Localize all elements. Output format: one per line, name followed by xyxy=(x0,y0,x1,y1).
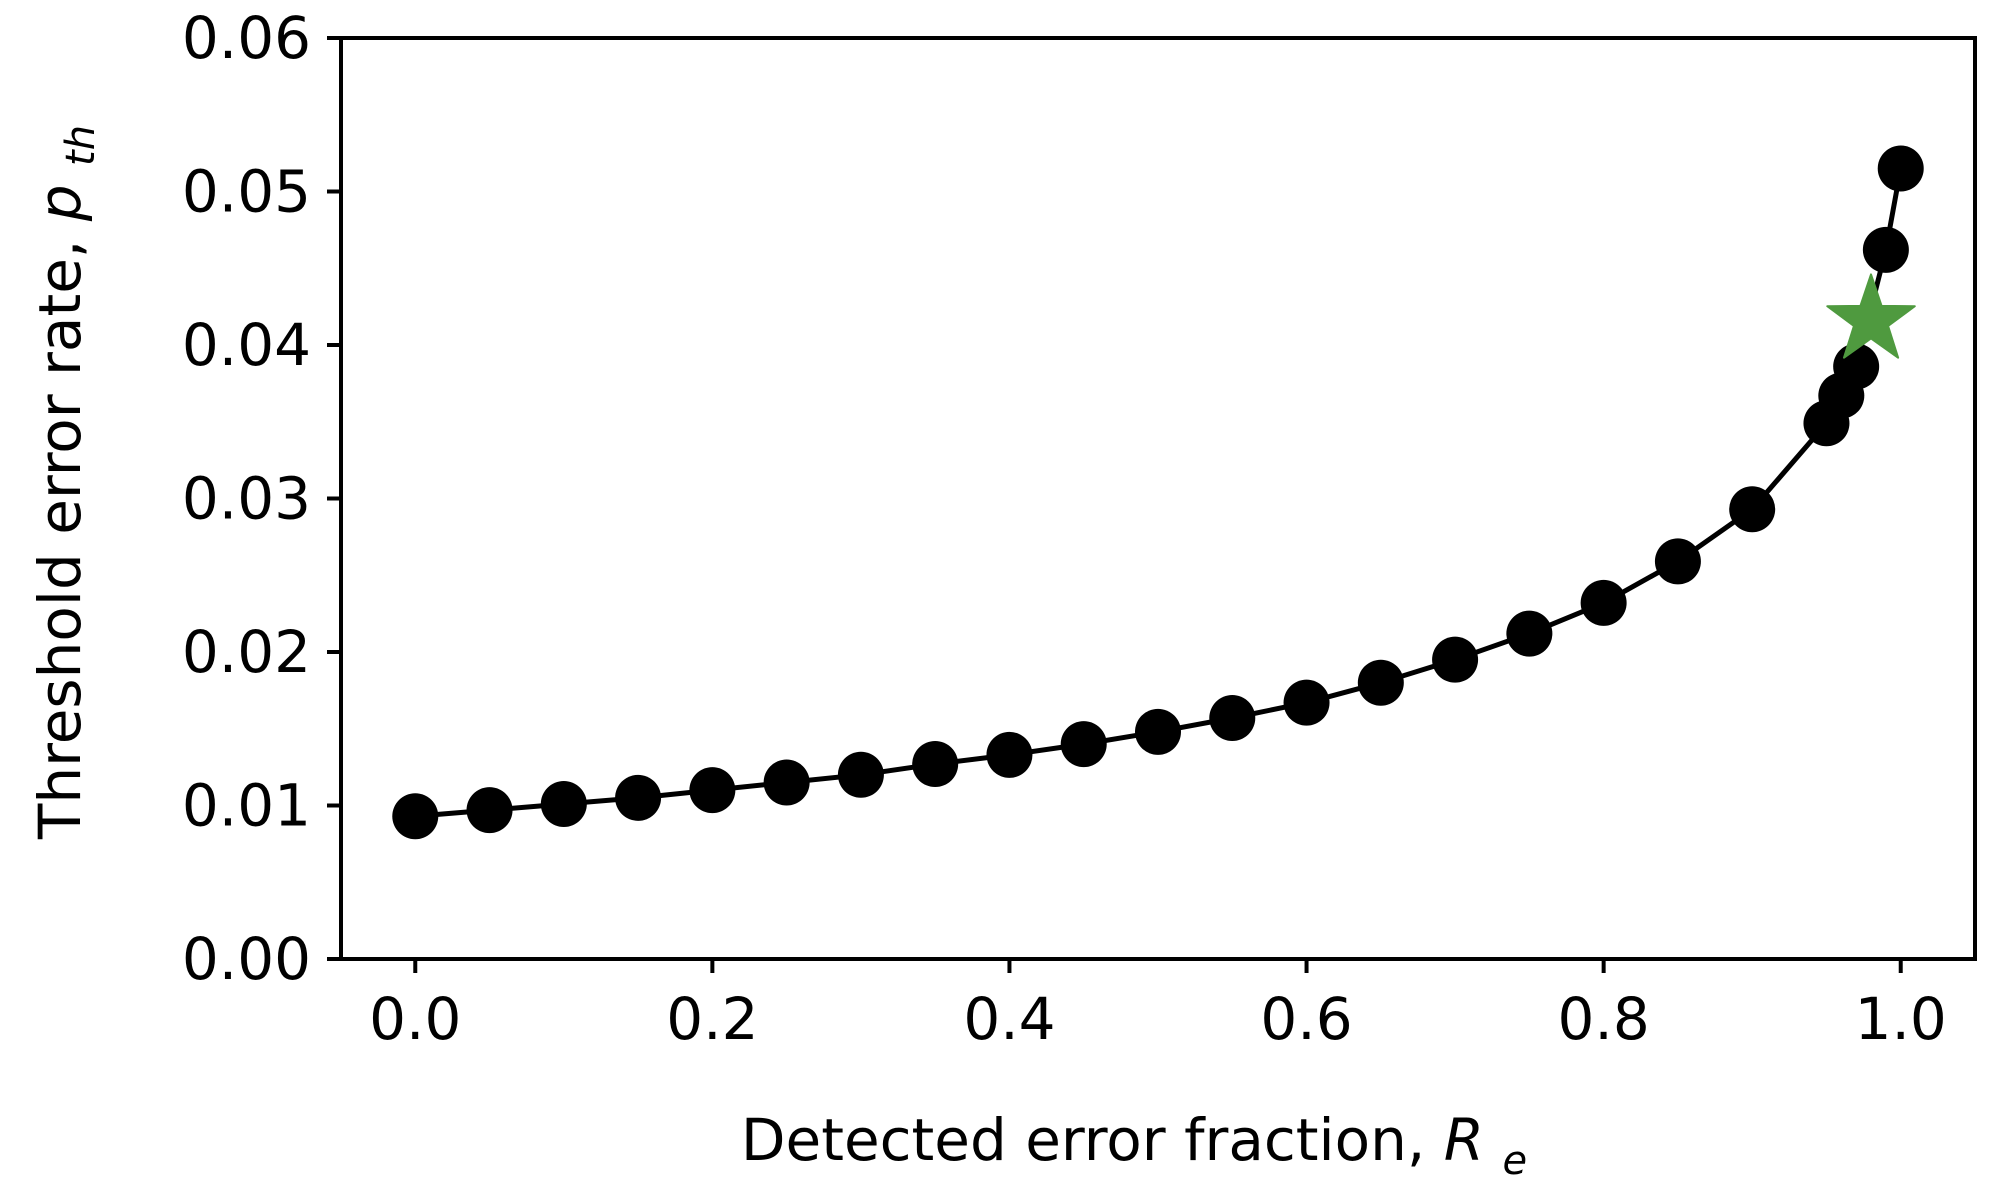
x-axis-title-text: Detected error fraction, xyxy=(741,1106,1444,1174)
data-point xyxy=(763,759,810,806)
x-tick-label: 0.6 xyxy=(1260,985,1352,1053)
y-tick-label: 0.02 xyxy=(182,618,311,686)
data-point xyxy=(689,767,736,814)
y-axis-title: Threshold error rate, p th xyxy=(26,125,104,840)
axes-layer: 0.0 0.2 0.4 0.6 0.8 1.0 0.00 0.01 0.02 0.03 0.04 0.… xyxy=(182,4,1977,1053)
data-layer xyxy=(392,145,1924,840)
x-tick-label: 0.2 xyxy=(666,985,758,1053)
data-point xyxy=(1357,659,1404,706)
y-tick-label: 0.04 xyxy=(182,311,311,379)
x-axis-title-subscript: e xyxy=(1503,1138,1528,1184)
plot-frame xyxy=(339,36,1977,961)
data-point xyxy=(1833,343,1880,390)
data-point xyxy=(1654,538,1701,585)
data-point xyxy=(466,787,513,834)
data-point xyxy=(1506,610,1553,657)
data-point xyxy=(1060,721,1107,768)
y-axis-title-text: Threshold error rate, xyxy=(26,221,94,840)
x-tick-label: 0.8 xyxy=(1558,985,1650,1053)
x-axis-title: Detected error fraction, R e xyxy=(741,1106,1527,1184)
data-point xyxy=(1877,145,1924,192)
data-point xyxy=(1209,695,1256,742)
highlight-star-marker xyxy=(1826,273,1916,359)
data-point xyxy=(1283,679,1330,726)
data-point xyxy=(837,751,884,798)
data-point xyxy=(1432,636,1479,683)
x-axis-title-symbol: R xyxy=(1444,1106,1484,1174)
data-point xyxy=(392,793,439,840)
y-tick-label: 0.06 xyxy=(182,4,311,72)
y-axis-title-symbol: p xyxy=(26,184,94,222)
y-tick-label: 0.05 xyxy=(182,158,311,226)
x-tick-label: 1.0 xyxy=(1855,985,1947,1053)
data-point xyxy=(540,780,587,827)
data-point xyxy=(1135,708,1181,755)
y-tick-label: 0.00 xyxy=(182,925,311,993)
y-tick-label: 0.03 xyxy=(182,465,311,533)
data-point xyxy=(615,774,662,821)
data-point xyxy=(986,731,1033,778)
data-point xyxy=(1580,579,1627,626)
data-point xyxy=(912,741,959,788)
data-point xyxy=(1862,226,1909,273)
x-tick-label: 0.4 xyxy=(963,985,1055,1053)
data-point xyxy=(1729,486,1776,533)
x-tick-label: 0.0 xyxy=(369,985,461,1053)
y-axis-title-subscript: th xyxy=(58,125,104,166)
y-tick-label: 0.01 xyxy=(182,772,311,840)
